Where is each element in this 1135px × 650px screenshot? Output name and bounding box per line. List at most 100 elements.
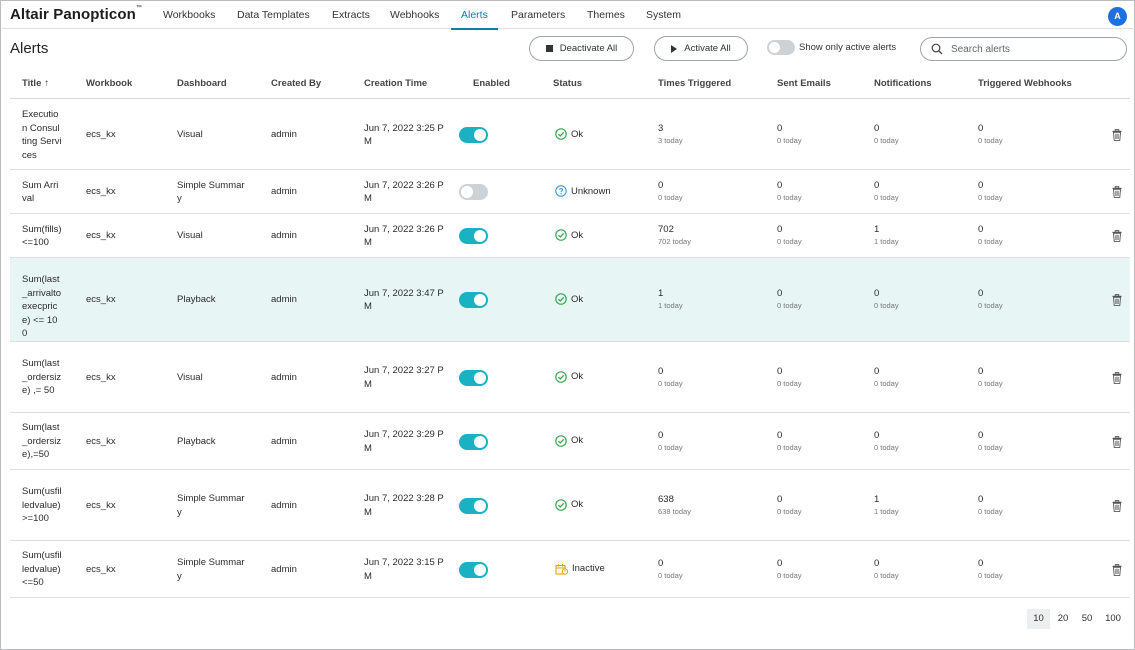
alert-workbook[interactable]: ecs_kx bbox=[86, 294, 116, 305]
sort-ascending-icon: ↑ bbox=[44, 78, 50, 89]
search-input[interactable] bbox=[951, 41, 1121, 57]
active-only-toggle[interactable] bbox=[767, 40, 795, 55]
table-row[interactable]: Sum(last_ordersize) ,= 50 ecs_kx Visual adm… bbox=[10, 342, 1130, 413]
table-row[interactable]: Sum(last_ordersize),=50 ecs_kx Playback adm… bbox=[10, 413, 1130, 470]
trash-icon bbox=[1112, 294, 1122, 306]
enabled-toggle[interactable] bbox=[459, 497, 488, 514]
table-row[interactable]: Sum(last_arrivaltoexecprice) <= 100 ecs_k… bbox=[10, 258, 1130, 342]
table-row[interactable]: Sum(usfilledvalue) >=100 ecs_kx Simple Sum… bbox=[10, 470, 1130, 541]
table-row[interactable]: Sum(usfilledvalue)<=50 ecs_kx Simple Summa… bbox=[10, 541, 1130, 598]
ok-check-icon bbox=[555, 128, 567, 140]
alert-creation-time: Jun 7, 2022 3:26 PM bbox=[364, 179, 444, 205]
alert-dashboard[interactable]: Simple Summary bbox=[177, 179, 245, 205]
deactivate-all-button[interactable]: Deactivate All bbox=[529, 36, 634, 61]
delete-alert-button[interactable] bbox=[1112, 563, 1122, 576]
column-header-triggered-webhooks[interactable]: Triggered Webhooks bbox=[978, 78, 1072, 89]
sent-emails-value: 0 bbox=[777, 493, 783, 505]
nav-tab-workbooks[interactable]: Workbooks bbox=[163, 9, 216, 21]
page-size-50[interactable]: 50 bbox=[1081, 613, 1093, 624]
alert-workbook[interactable]: ecs_kx bbox=[86, 435, 116, 447]
times-triggered-today: 702 today bbox=[658, 237, 691, 246]
table-row[interactable]: Sum Arrival ecs_kx Simple Summary admin Jun … bbox=[10, 170, 1130, 214]
page-size-10[interactable]: 10 bbox=[1027, 609, 1050, 629]
triggered-webhooks-today: 0 today bbox=[978, 506, 1003, 516]
column-header-times-triggered[interactable]: Times Triggered bbox=[658, 78, 732, 89]
alert-title: Sum(fills)<=100 bbox=[22, 223, 62, 249]
delete-alert-button[interactable] bbox=[1112, 371, 1122, 384]
activate-all-button[interactable]: Activate All bbox=[654, 36, 748, 61]
column-header-title[interactable]: Title ↑ bbox=[22, 78, 49, 89]
calendar-inactive-icon bbox=[555, 563, 568, 575]
column-header-notifications[interactable]: Notifications bbox=[874, 78, 932, 89]
deactivate-all-label: Deactivate All bbox=[559, 43, 618, 54]
times-triggered-today: 0 today bbox=[658, 442, 683, 452]
column-header-sent-emails[interactable]: Sent Emails bbox=[777, 78, 831, 89]
delete-alert-button[interactable] bbox=[1112, 294, 1122, 306]
user-avatar[interactable]: A bbox=[1108, 7, 1127, 26]
nav-tab-webhooks[interactable]: Webhooks bbox=[390, 9, 440, 21]
column-header-status[interactable]: Status bbox=[553, 78, 583, 89]
enabled-toggle[interactable] bbox=[459, 228, 488, 244]
times-triggered-today: 638 today bbox=[658, 506, 691, 516]
enabled-toggle[interactable] bbox=[459, 561, 488, 578]
notifications-today: 1 today bbox=[874, 237, 899, 246]
enabled-toggle[interactable] bbox=[459, 369, 488, 386]
sent-emails-value: 0 bbox=[777, 288, 783, 299]
active-only-label: Show only active alerts bbox=[799, 42, 897, 53]
nav-tab-data-templates[interactable]: Data Templates bbox=[237, 9, 310, 21]
times-triggered-today: 0 today bbox=[658, 378, 683, 388]
delete-alert-button[interactable] bbox=[1112, 186, 1122, 198]
notifications-value: 0 bbox=[874, 365, 880, 377]
alert-workbook[interactable]: ecs_kx bbox=[86, 371, 116, 383]
alert-title: Execution Consulting Services bbox=[22, 109, 62, 161]
column-header-creation-time[interactable]: Creation Time bbox=[364, 78, 428, 89]
delete-alert-button[interactable] bbox=[1112, 129, 1122, 141]
delete-alert-button[interactable] bbox=[1112, 499, 1122, 512]
enabled-toggle[interactable] bbox=[459, 127, 488, 143]
table-row[interactable]: Sum(fills)<=100 ecs_kx Visual admin Jun 7, 2… bbox=[10, 214, 1130, 258]
nav-tab-system[interactable]: System bbox=[646, 9, 682, 21]
alert-dashboard[interactable]: Visual bbox=[177, 371, 203, 383]
alert-dashboard[interactable]: Visual bbox=[177, 230, 203, 241]
column-header-enabled[interactable]: Enabled bbox=[473, 78, 510, 89]
page-size-20[interactable]: 20 bbox=[1057, 613, 1069, 624]
alert-workbook[interactable]: ecs_kx bbox=[86, 129, 116, 140]
delete-alert-button[interactable] bbox=[1112, 230, 1122, 242]
delete-alert-button[interactable] bbox=[1112, 435, 1122, 448]
alert-dashboard[interactable]: Playback bbox=[177, 435, 216, 447]
alert-dashboard[interactable]: Simple Summary bbox=[177, 493, 245, 518]
column-header-created-by[interactable]: Created By bbox=[271, 78, 322, 89]
nav-tab-parameters[interactable]: Parameters bbox=[511, 9, 566, 21]
enabled-toggle[interactable] bbox=[459, 292, 488, 308]
status-indicator: Ok bbox=[555, 370, 583, 383]
notifications-today: 0 today bbox=[874, 442, 899, 452]
alert-dashboard[interactable]: Playback bbox=[177, 294, 216, 305]
enabled-toggle[interactable] bbox=[459, 184, 488, 200]
table-row[interactable]: Execution Consulting Services ecs_kx Visua… bbox=[10, 100, 1130, 170]
column-header-dashboard[interactable]: Dashboard bbox=[177, 78, 227, 89]
alert-dashboard[interactable]: Visual bbox=[177, 129, 203, 140]
search-icon bbox=[931, 43, 943, 55]
nav-tab-alerts[interactable]: Alerts bbox=[451, 2, 498, 30]
alert-workbook[interactable]: ecs_kx bbox=[86, 186, 116, 197]
triggered-webhooks-value: 0 bbox=[978, 429, 984, 441]
search-box[interactable] bbox=[920, 37, 1127, 61]
alert-workbook[interactable]: ecs_kx bbox=[86, 230, 116, 241]
column-header-workbook[interactable]: Workbook bbox=[86, 78, 133, 89]
triggered-webhooks-value: 0 bbox=[978, 224, 984, 235]
alert-dashboard[interactable]: Simple Summary bbox=[177, 557, 245, 582]
nav-tab-extracts[interactable]: Extracts bbox=[332, 9, 370, 21]
alert-workbook[interactable]: ecs_kx bbox=[86, 563, 116, 575]
nav-tab-themes[interactable]: Themes bbox=[587, 9, 625, 21]
ok-check-icon bbox=[555, 229, 567, 241]
times-triggered: 3 3 today bbox=[658, 123, 683, 147]
page-size-100[interactable]: 100 bbox=[1105, 613, 1121, 624]
enabled-toggle[interactable] bbox=[459, 433, 488, 450]
alert-workbook[interactable]: ecs_kx bbox=[86, 499, 116, 511]
alert-creation-time: Jun 7, 2022 3:25 PM bbox=[364, 122, 444, 148]
